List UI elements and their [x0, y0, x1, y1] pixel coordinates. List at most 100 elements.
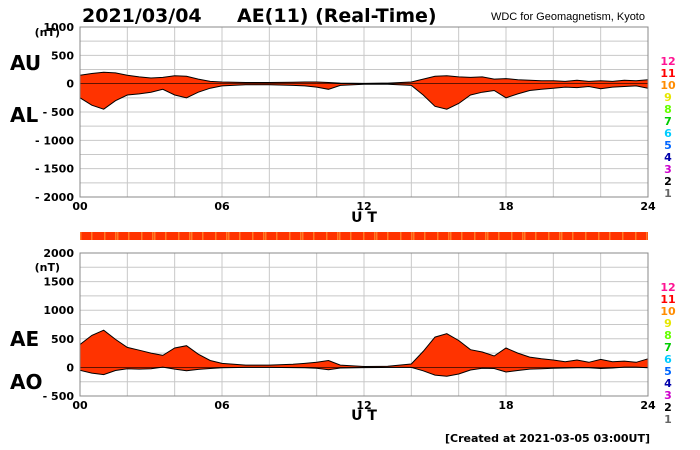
- coverage-streak: [646, 232, 648, 240]
- station-count-label: 6: [664, 127, 672, 140]
- coverage-streak: [302, 232, 304, 240]
- coverage-streak: [178, 232, 180, 240]
- coverage-streak: [498, 232, 500, 240]
- coverage-streak: [300, 232, 302, 240]
- coverage-streak: [448, 232, 450, 240]
- ae-ao-frame: [79, 252, 649, 397]
- plot-date: 2021/03/04: [82, 5, 202, 27]
- coverage-streak: [635, 232, 637, 240]
- station-count-label: 12: [660, 281, 675, 294]
- station-count-label: 5: [664, 139, 672, 152]
- coverage-streak: [376, 232, 378, 240]
- ae-ao-y-tick-label: 1000: [43, 304, 74, 317]
- ae-ao-y-tick-label: - 500: [43, 390, 75, 403]
- coverage-streak: [80, 232, 82, 240]
- au-al-y-tick-label: 500: [51, 49, 74, 62]
- data-source: WDC for Geomagnetism, Kyoto: [491, 11, 645, 23]
- coverage-streak: [313, 232, 315, 240]
- plot-title: AE(11) (Real-Time): [237, 5, 437, 27]
- coverage-streak: [265, 232, 267, 240]
- coverage-streak: [424, 232, 426, 240]
- coverage-streak: [461, 232, 463, 240]
- station-count-label: 3: [664, 389, 672, 402]
- station-count-label: 11: [660, 293, 675, 306]
- coverage-streak: [622, 232, 624, 240]
- station-count-label: 5: [664, 365, 672, 378]
- station-count-label: 8: [664, 329, 672, 342]
- station-count-label: 12: [660, 55, 675, 68]
- au-label: AU: [10, 51, 41, 75]
- station-count-label: 11: [660, 67, 675, 80]
- coverage-streak: [585, 232, 587, 240]
- coverage-streak: [239, 232, 241, 240]
- coverage-streak: [252, 232, 254, 240]
- coverage-streak: [152, 232, 154, 240]
- coverage-streak: [548, 232, 550, 240]
- coverage-streak: [572, 232, 574, 240]
- ae-ao-gridlines: [80, 253, 648, 396]
- station-count-label: 10: [660, 305, 676, 318]
- coverage-streak: [535, 232, 537, 240]
- au-al-gridlines: [80, 27, 648, 197]
- station-count-label: 4: [664, 377, 672, 390]
- coverage-streak: [363, 232, 365, 240]
- coverage-streak: [561, 232, 563, 240]
- station-count-label: 7: [664, 115, 672, 128]
- ae-ao-x-ticks: 00 06 12 18 24: [72, 399, 656, 412]
- coverage-streak: [289, 232, 291, 240]
- au-al-x-ticks: 00 06 12 18 24: [72, 200, 656, 213]
- au-al-x-tick-label: 00: [72, 200, 88, 213]
- coverage-streak: [141, 232, 143, 240]
- coverage-streak: [326, 232, 328, 240]
- station-count-label: 9: [664, 317, 672, 330]
- coverage-streak: [91, 232, 93, 240]
- station-count-label: 9: [664, 91, 672, 104]
- au-al-y-tick-label: 0: [66, 78, 74, 91]
- coverage-streak: [522, 232, 524, 240]
- au-al-y-tick-label: - 1500: [35, 163, 74, 176]
- coverage-streak: [598, 232, 600, 240]
- au-al-y-tick-label: 1000: [43, 21, 74, 34]
- coverage-streak: [276, 232, 278, 240]
- coverage-streak: [115, 232, 117, 240]
- ae-ao-x-tick-label: 18: [498, 399, 513, 412]
- ae-ao-y-tick-label: 2000: [43, 247, 74, 260]
- coverage-streak: [117, 232, 119, 240]
- au-al-x-label: U T: [351, 210, 377, 226]
- coverage-streak: [263, 232, 265, 240]
- ae-label: AE: [10, 327, 39, 351]
- station-count-label: 8: [664, 103, 672, 116]
- station-count-label: 6: [664, 353, 672, 366]
- coverage-streak: [485, 232, 487, 240]
- ae-ao-fill: [80, 330, 648, 377]
- coverage-streak: [191, 232, 193, 240]
- coverage-streak: [559, 232, 561, 240]
- coverage-streak: [165, 232, 167, 240]
- ae-ao-area: [79, 329, 649, 377]
- ae-ao-unit: (nT): [35, 261, 60, 274]
- au-al-area: [79, 71, 649, 110]
- ae-ao-y-tick-label: 500: [51, 333, 74, 346]
- station-count-label: 1: [664, 413, 672, 426]
- coverage-streak: [411, 232, 413, 240]
- coverage-streak: [202, 232, 204, 240]
- coverage-streak: [387, 232, 389, 240]
- station-count-label: 3: [664, 163, 672, 176]
- coverage-streak: [189, 232, 191, 240]
- coverage-streak: [474, 232, 476, 240]
- coverage-streak: [400, 232, 402, 240]
- ae-ao-y-ticks: 2000 1500 1000 500 0 - 500: [43, 247, 75, 403]
- station-count-label: 10: [660, 79, 676, 92]
- coverage-streak: [374, 232, 376, 240]
- coverage-streak: [413, 232, 415, 240]
- au-al-y-tick-label: - 500: [43, 106, 75, 119]
- coverage-streak: [337, 232, 339, 240]
- al-line: [79, 83, 649, 110]
- coverage-streak: [609, 232, 611, 240]
- au-al-y-ticks: 1000 500 0 - 500 - 1000 - 1500 - 2000: [35, 21, 74, 204]
